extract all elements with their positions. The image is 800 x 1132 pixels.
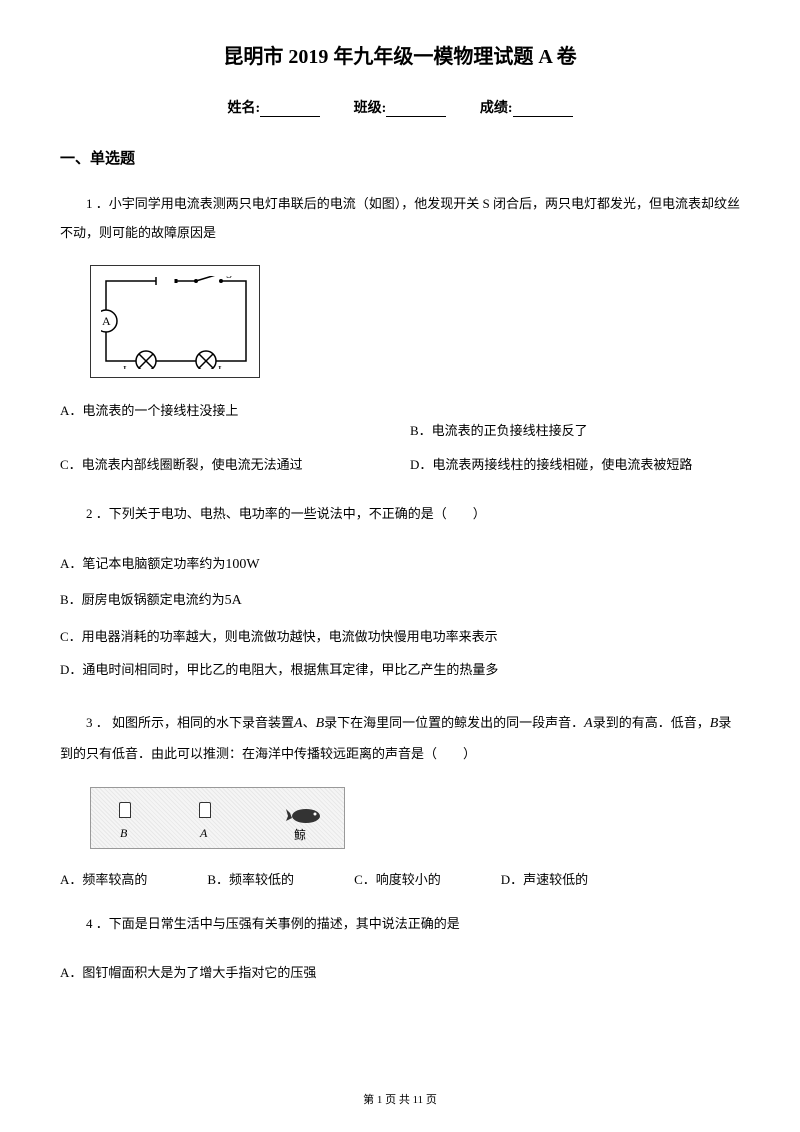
device-b-label: B — [120, 826, 127, 841]
q3-option-d: D．声速较低的 — [501, 869, 588, 888]
name-blank — [260, 103, 320, 117]
device-a-label: A — [200, 826, 207, 841]
q3-whale-diagram: B A 鲸 — [90, 787, 345, 849]
q2-option-a: A．笔记本电脑额定功率约为100W — [60, 547, 740, 583]
whale-label: 鲸 — [294, 826, 306, 843]
class-blank — [386, 103, 446, 117]
device-b-icon — [119, 802, 131, 818]
q3-option-b: B．频率较低的 — [207, 869, 294, 888]
q2-option-c: C．用电器消耗的功率越大，则电流做功越快，电流做功快慢用电功率来表示 — [60, 620, 740, 654]
q1-circuit-diagram: S A L₁ L₂ — [90, 265, 260, 378]
q2-option-b: B．厨房电饭锅额定电流约为5A — [60, 583, 740, 619]
student-info-line: 姓名: 班级: 成绩: — [60, 97, 740, 117]
page-title: 昆明市 2019 年九年级一模物理试题 A 卷 — [60, 40, 740, 69]
q2-options: A．笔记本电脑额定功率约为100W B．厨房电饭锅额定电流约为5A C．用电器消… — [60, 547, 740, 687]
q1-text: 1 ．小宇同学用电流表测两只电灯串联后的电流（如图），他发现开关 S 闭合后，两… — [60, 190, 740, 247]
score-label: 成绩: — [480, 101, 513, 116]
q3-options: A．频率较高的 B．频率较低的 C．响度较小的 D．声速较低的 — [60, 869, 740, 888]
q1-option-d: D．电流表两接线柱的接线相碰，使电流表被短路 — [410, 452, 740, 478]
class-label: 班级: — [354, 101, 387, 116]
q1-option-c: C．电流表内部线圈断裂，使电流无法通过 — [60, 452, 390, 478]
name-label: 姓名: — [227, 101, 260, 116]
svg-text:A: A — [102, 314, 111, 328]
score-blank — [513, 103, 573, 117]
q4-option-a: A．图钉帽面积大是为了增大手指对它的压强 — [60, 956, 740, 990]
device-a-icon — [199, 802, 211, 818]
q2-text: 2 ．下列关于电功、电热、电功率的一些说法中，不正确的是（ ） — [60, 500, 740, 529]
q2-option-d: D．通电时间相同时，甲比乙的电阻大，根据焦耳定律，甲比乙产生的热量多 — [60, 653, 740, 687]
svg-text:S: S — [226, 276, 232, 281]
whale-icon — [286, 803, 324, 825]
q1-option-b: B．电流表的正负接线柱接反了 — [410, 418, 740, 444]
section-header: 一、单选题 — [60, 147, 740, 168]
q3-option-c: C．响度较小的 — [354, 869, 441, 888]
q3-option-a: A．频率较高的 — [60, 869, 147, 888]
svg-text:L₂: L₂ — [218, 364, 229, 369]
page-footer: 第 1 页 共 11 页 — [0, 1091, 800, 1107]
q1-option-a: A．电流表的一个接线柱没接上 — [60, 398, 390, 444]
q1-options: A．电流表的一个接线柱没接上 B．电流表的正负接线柱接反了 C．电流表内部线圈断… — [60, 398, 740, 478]
q4-options: A．图钉帽面积大是为了增大手指对它的压强 — [60, 956, 740, 990]
svg-text:L₁: L₁ — [123, 364, 134, 369]
q3-text: 3 ． 如图所示，相同的水下录音装置A、B录下在海里同一位置的鲸发出的同一段声音… — [60, 709, 740, 768]
q4-text: 4 ．下面是日常生活中与压强有关事例的描述，其中说法正确的是 — [60, 910, 740, 939]
